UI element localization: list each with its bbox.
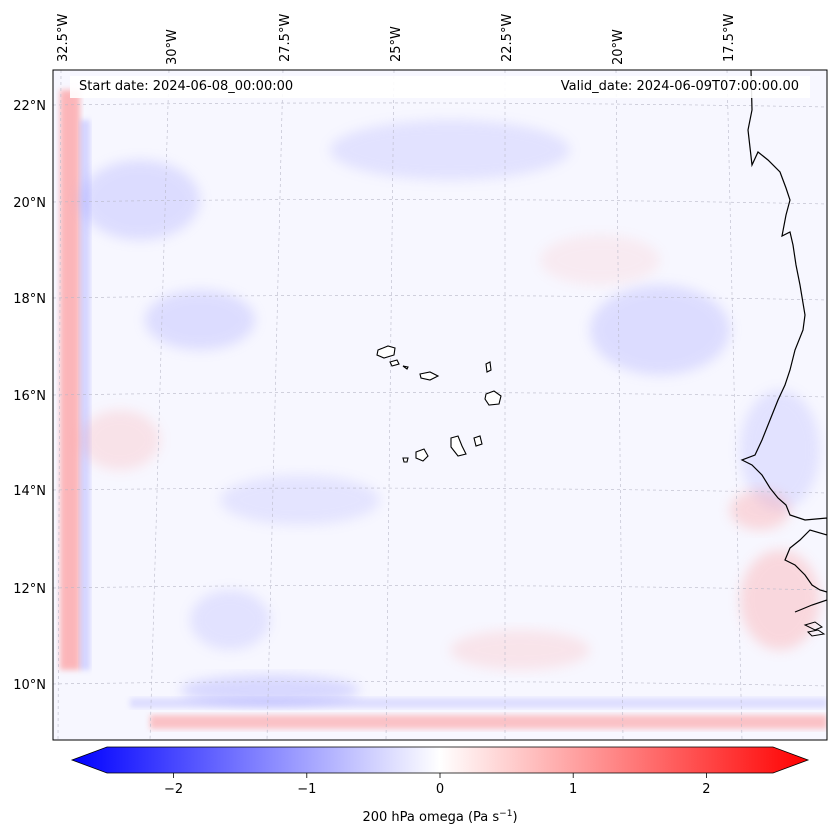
lon-label: 32.5°W [56, 14, 71, 62]
west-boundary-positive [60, 90, 80, 670]
start-date-label: Start date: 2024-06-08_00:00:00 [79, 79, 293, 94]
colorbar-tick-label: 0 [436, 782, 444, 797]
negative-patch [80, 160, 200, 240]
south-boundary-positive [150, 715, 827, 729]
positive-patch [730, 490, 790, 530]
colorbar-tick-label: −2 [164, 782, 183, 797]
positive-patch [740, 550, 820, 650]
colorbar-tick-label: 1 [569, 782, 577, 797]
omega-field [53, 70, 827, 740]
negative-patch [220, 475, 380, 525]
positive-patch [450, 630, 590, 670]
lon-label: 22.5°W [500, 14, 515, 62]
lon-label: 20°W [611, 29, 626, 65]
colorbar: −2 −1 0 1 2 200 hPa omega (Pa s−1) [72, 747, 808, 825]
negative-patch [590, 285, 730, 375]
lat-label: 20°N [13, 196, 46, 211]
colorbar-ticks: −2 −1 0 1 2 [164, 773, 711, 797]
lat-label: 14°N [13, 484, 46, 499]
lat-label: 22°N [13, 99, 46, 114]
lat-label: 16°N [13, 389, 46, 404]
colorbar-tick-label: −1 [297, 782, 316, 797]
negative-patch [330, 120, 570, 180]
lon-label: 25°W [389, 26, 404, 62]
lat-label: 12°N [13, 582, 46, 597]
positive-patch [540, 235, 660, 285]
lon-label: 27.5°W [278, 14, 293, 62]
lat-label: 18°N [13, 292, 46, 307]
map-figure: Start date: 2024-06-08_00:00:00 Valid_da… [0, 0, 837, 839]
longitude-labels: 32.5°W 30°W 27.5°W 25°W 22.5°W 20°W 17.5… [56, 14, 737, 65]
negative-patch [190, 590, 270, 650]
positive-patch [80, 410, 160, 470]
colorbar-label: 200 hPa omega (Pa s−1) [362, 809, 517, 825]
lon-label: 30°W [165, 29, 180, 65]
valid-date-label: Valid_date: 2024-06-09T07:00:00.00 [561, 79, 799, 94]
negative-patch [180, 675, 360, 705]
colorbar-body [72, 747, 808, 773]
latitude-labels: 22°N 20°N 18°N 16°N 14°N 12°N 10°N [13, 99, 46, 693]
lat-label: 10°N [13, 678, 46, 693]
lon-label: 17.5°W [722, 14, 737, 62]
colorbar-tick-label: 2 [702, 782, 710, 797]
